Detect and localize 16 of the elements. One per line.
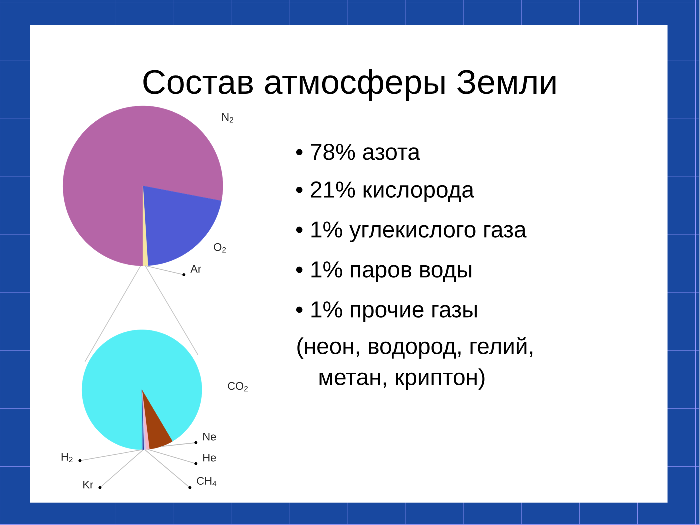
text: • 1% прочие газы	[296, 302, 477, 322]
slice-label: CH$_{4}$	[197, 477, 217, 486]
slice-label: Kr	[84, 481, 94, 489]
slice-label: CO$_{2}$	[228, 382, 248, 392]
slice-label: He	[204, 454, 216, 462]
slice-label: Ar	[190, 265, 202, 273]
text: Состав атмосферы Земли	[144, 69, 556, 101]
text: • 78% азота	[296, 144, 420, 160]
slice-label: O$_{2}$	[214, 243, 226, 253]
slice-label: H$_{2}$	[62, 453, 73, 462]
text: • 1% углекислого газа	[296, 222, 527, 242]
text: • 1% паров воды	[296, 262, 472, 282]
text: • 21% кислорода	[296, 182, 474, 202]
slice-label: N$_{2}$	[222, 114, 234, 123]
slice-label: Ne	[204, 433, 216, 441]
text: (неон, водород, гелий, метан, криптон)	[298, 337, 533, 390]
